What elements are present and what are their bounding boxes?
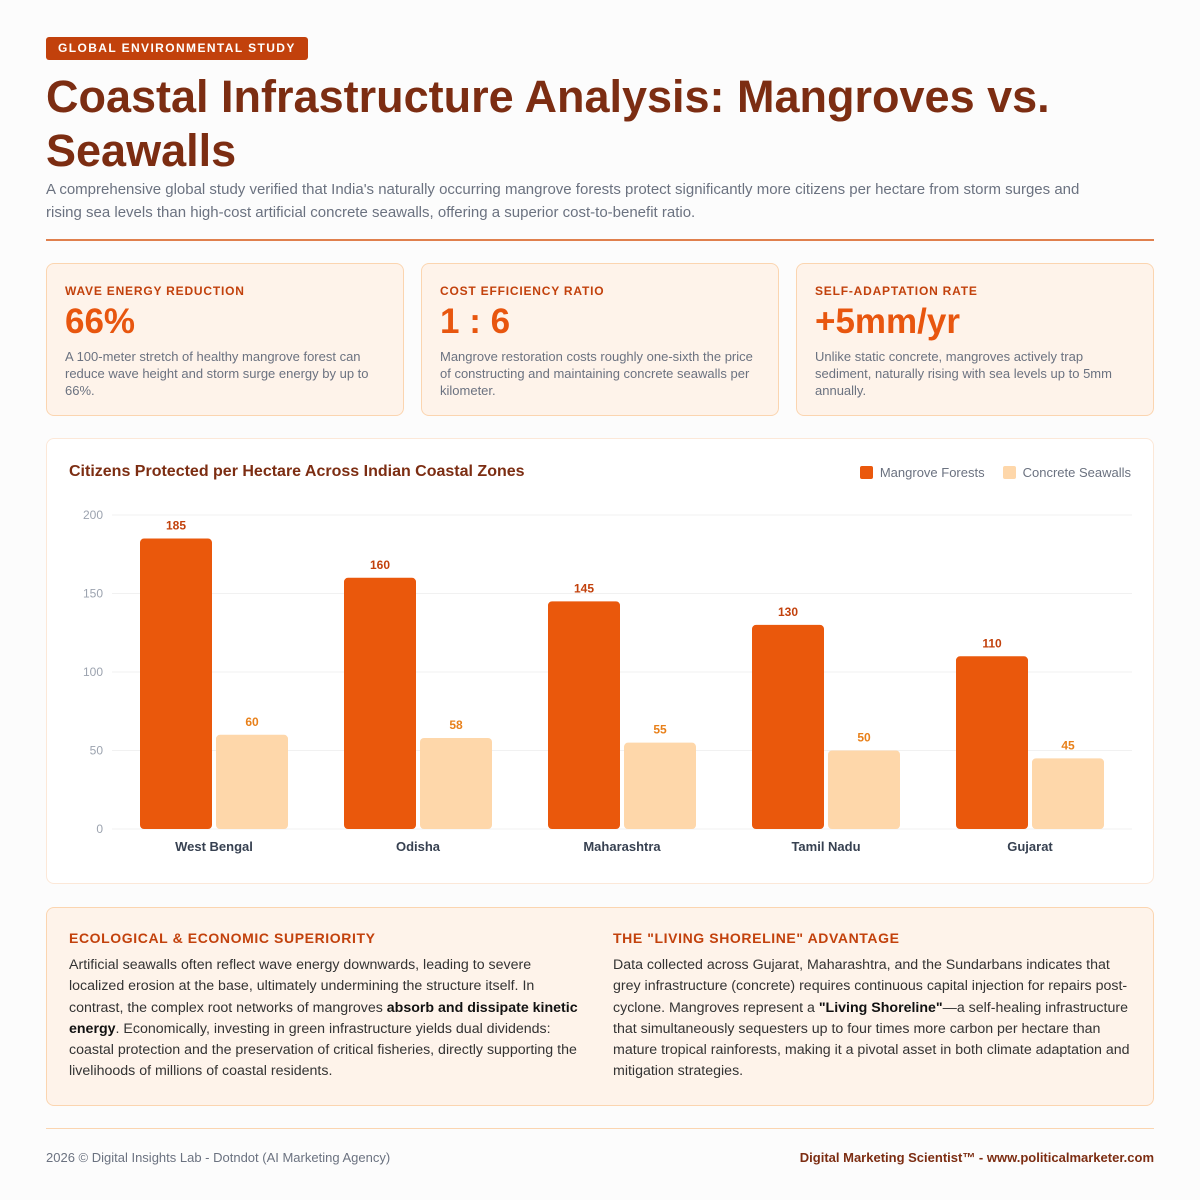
footer-credit: Digital Marketing Scientist™ - www.polit… [799, 1150, 1154, 1165]
info-heading: ECOLOGICAL & ECONOMIC SUPERIORITY [69, 930, 376, 946]
x-tick-label: Odisha [396, 839, 441, 854]
y-tick-label: 0 [96, 822, 103, 836]
info-text: —a self-healing infrastructure that simu… [613, 999, 1130, 1080]
bar-mangrove [752, 624, 824, 829]
footer-copyright: 2026 © Digital Insights Lab - Dotndot (A… [46, 1150, 391, 1165]
bar-mangrove [956, 656, 1028, 829]
legend-item-mangrove: Mangrove Forests [859, 465, 985, 480]
bar-value-label: 58 [449, 718, 463, 732]
x-tick-label: West Bengal [175, 839, 253, 854]
bar-value-label: 130 [778, 605, 798, 619]
bar-value-label: 45 [1061, 738, 1075, 752]
bar-value-label: 145 [574, 581, 594, 595]
info-text: Data collected across Gujarat, Maharasht… [613, 957, 1128, 1016]
bar-seawall [624, 742, 696, 829]
page-title: Coastal Infrastructure Analysis: Mangrov… [46, 71, 1050, 176]
bar-chart: 0 50 100 150 200 185 60 West Bengal 160 58 Odisha 1… [83, 508, 1132, 854]
x-tick-label: Tamil Nadu [791, 839, 860, 854]
info-text: . Economically, investing in green infra… [69, 1020, 577, 1080]
stat-value: 66% [65, 302, 136, 341]
bar-seawall [828, 750, 900, 829]
page-subtitle: A comprehensive global study verified th… [46, 181, 1080, 221]
bar-value-label: 50 [857, 731, 871, 745]
y-tick-label: 200 [83, 508, 103, 522]
info-column-living-shoreline: THE "LIVING SHORELINE" ADVANTAGE Data co… [613, 930, 1133, 1083]
stat-card-self-adaptation: SELF-ADAPTATION RATE +5mm/yr Unlike stat… [796, 263, 1154, 416]
stat-description: A 100-meter stretch of healthy mangrove … [65, 349, 369, 398]
bar-value-label: 185 [166, 519, 186, 533]
stat-value: 1 : 6 [440, 302, 511, 341]
bar-seawall [420, 737, 492, 829]
info-paragraph: Data collected across Gujarat, Maharasht… [613, 955, 1133, 1083]
x-tick-label: Gujarat [1007, 839, 1053, 854]
info-card: ECOLOGICAL & ECONOMIC SUPERIORITY Artifi… [46, 907, 1154, 1106]
legend-label: Mangrove Forests [879, 465, 985, 480]
info-text: Artificial seawalls often reflect wave e… [69, 957, 535, 1016]
info-heading: THE "LIVING SHORELINE" ADVANTAGE [613, 930, 900, 946]
info-paragraph: Artificial seawalls often reflect wave e… [69, 955, 579, 1083]
info-text-bold: absorb and dissipate kinetic energy [69, 999, 578, 1037]
chart-legend: Mangrove Forests Concrete Seawalls [859, 465, 1131, 480]
bar-mangrove [344, 577, 416, 829]
stat-description: Unlike static concrete, mangroves active… [815, 349, 1112, 398]
study-badge: GLOBAL ENVIRONMENTAL STUDY [46, 37, 308, 60]
bar-value-label: 60 [245, 715, 259, 729]
stat-value: +5mm/yr [815, 302, 960, 341]
y-tick-label: 150 [83, 587, 103, 601]
stat-label: COST EFFICIENCY RATIO [440, 284, 605, 298]
chart-title: Citizens Protected per Hectare Across In… [69, 463, 525, 480]
y-tick-label: 50 [90, 744, 104, 758]
bar-value-label: 110 [982, 636, 1002, 650]
bar-seawall [216, 734, 288, 829]
y-tick-label: 100 [83, 665, 103, 679]
header-divider [46, 239, 1154, 241]
bar-seawall [1032, 758, 1104, 829]
stat-card-wave-energy: WAVE ENERGY REDUCTION 66% A 100-meter st… [46, 263, 404, 416]
legend-swatch-seawall [1002, 466, 1016, 479]
info-column-ecological: ECOLOGICAL & ECONOMIC SUPERIORITY Artifi… [69, 930, 579, 1083]
x-tick-label: Maharashtra [583, 839, 661, 854]
info-text-bold: "Living Shoreline" [818, 999, 943, 1016]
bar-mangrove [548, 601, 620, 829]
bar-mangrove [140, 538, 212, 829]
legend-label: Concrete Seawalls [1022, 465, 1131, 480]
stat-description: Mangrove restoration costs roughly one-s… [440, 349, 753, 398]
stat-label: SELF-ADAPTATION RATE [815, 284, 978, 298]
bar-value-label: 55 [653, 723, 667, 737]
stat-card-cost-efficiency: COST EFFICIENCY RATIO 1 : 6 Mangrove res… [421, 263, 779, 416]
chart-card: 0 50 100 150 200 185 60 West Bengal 160 58 Odisha 1… [46, 438, 1154, 884]
legend-item-seawall: Concrete Seawalls [1002, 465, 1131, 480]
stat-label: WAVE ENERGY REDUCTION [65, 284, 245, 298]
footer-divider [46, 1128, 1154, 1129]
bar-value-label: 160 [370, 558, 390, 572]
legend-swatch-mangrove [859, 466, 873, 479]
